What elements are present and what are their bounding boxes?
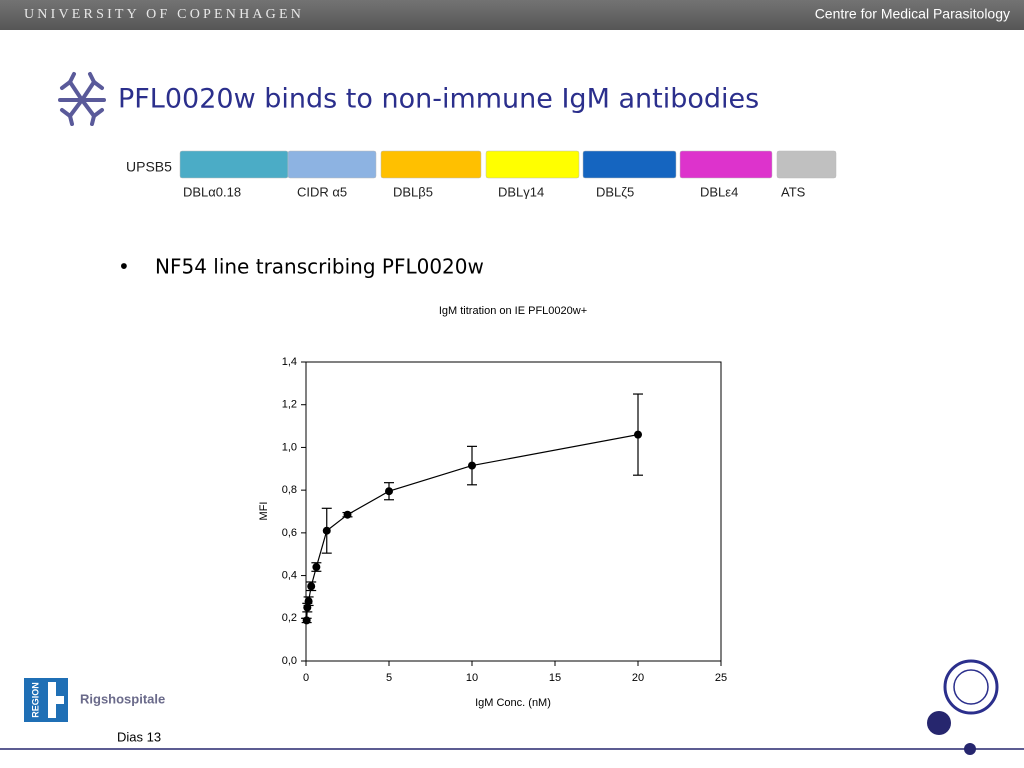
chart: IgM titration on IE PFL0020w+ IgM Conc. (… — [258, 305, 727, 709]
domain-map: DBLα0.18 CIDR α5 DBLβ5 DBLγ14 DBLζ5 DBLε4 ATS — [179, 150, 837, 199]
hospital-name: Rigshospitale — [80, 691, 165, 706]
y-axis-label: MFI — [258, 502, 270, 521]
y-tick-label: 0,8 — [282, 484, 297, 496]
domain-map-label: UPSB5 — [126, 159, 172, 175]
region-logo-h — [48, 682, 56, 718]
x-tick-label: 0 — [303, 672, 309, 684]
header-bar — [0, 0, 1024, 30]
domain-label: DBLε4 — [700, 184, 738, 199]
data-point — [634, 430, 642, 439]
bullet-mark: • — [118, 255, 130, 279]
domain-label: DBLβ5 — [393, 184, 433, 199]
university-name: UNIVERSITY OF COPENHAGEN — [24, 7, 304, 22]
data-point — [302, 616, 311, 625]
domain-box — [179, 150, 289, 179]
bullet-text: NF54 line transcribing PFL0020w — [155, 255, 484, 279]
y-tick-label: 1,2 — [282, 399, 297, 411]
data-point — [307, 582, 316, 591]
domain-label: CIDR α5 — [297, 184, 347, 199]
data-point — [385, 487, 393, 496]
seal — [943, 659, 999, 715]
data-point — [304, 597, 313, 606]
chart-title: IgM titration on IE PFL0020w+ — [439, 305, 587, 317]
y-tick-label: 0,0 — [282, 655, 297, 667]
domain-box — [679, 150, 773, 179]
domain-label: DBLα0.18 — [183, 184, 241, 199]
domain-box — [485, 150, 580, 179]
domain-label: DBLζ5 — [596, 184, 634, 199]
x-axis-label: IgM Conc. (nM) — [475, 697, 551, 709]
y-tick-label: 0,6 — [282, 527, 297, 539]
x-tick-label: 25 — [715, 672, 727, 684]
data-point — [468, 461, 476, 470]
domain-box — [776, 150, 837, 179]
domain-box — [582, 150, 677, 179]
x-tick-label: 15 — [549, 672, 561, 684]
domain-box — [287, 150, 377, 179]
footer-text: Dias 13 — [117, 729, 161, 744]
y-tick-label: 1,4 — [282, 356, 297, 368]
domain-box — [380, 150, 482, 179]
data-point — [322, 526, 331, 535]
centre-name: Centre for Medical Parasitology — [815, 6, 1010, 22]
region-logo-h — [56, 696, 64, 704]
dot-large — [927, 711, 951, 735]
antibody-icon — [58, 72, 106, 126]
slide-title: PFL0020w binds to non-immune IgM antibod… — [118, 84, 759, 115]
data-point — [343, 510, 352, 519]
x-tick-label: 5 — [386, 672, 392, 684]
region-text: REGION — [30, 682, 40, 718]
domain-label: DBLγ14 — [498, 184, 544, 199]
seal-inner — [953, 669, 989, 705]
y-tick-label: 1,0 — [282, 441, 297, 453]
dot-small — [964, 743, 976, 755]
domain-label: ATS — [781, 184, 806, 199]
plot-frame — [305, 361, 722, 662]
x-tick-label: 20 — [632, 672, 644, 684]
x-tick-label: 10 — [466, 672, 478, 684]
y-tick-label: 0,4 — [282, 569, 297, 581]
y-tick-label: 0,2 — [282, 612, 297, 624]
data-point — [312, 563, 321, 572]
